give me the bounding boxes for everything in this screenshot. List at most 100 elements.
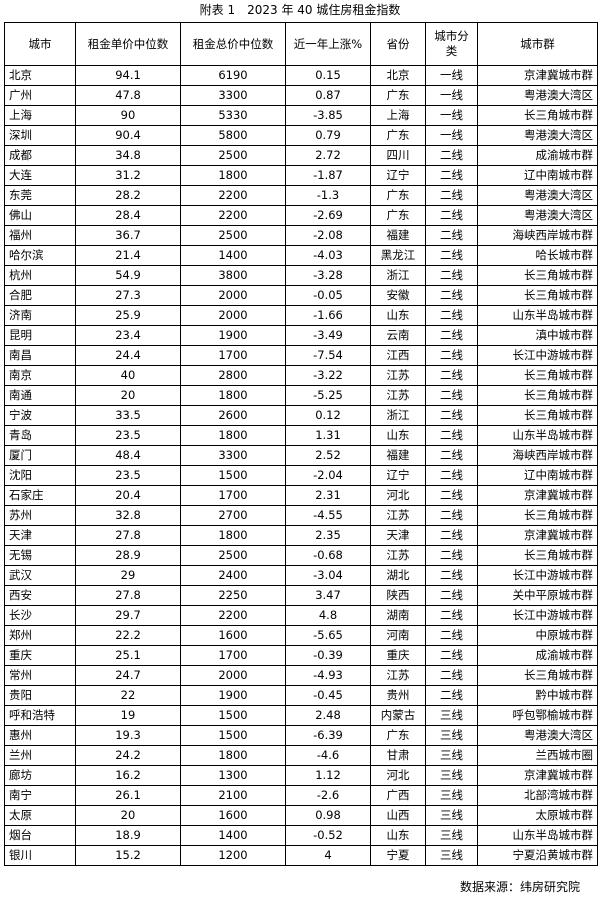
table-cell: -0.52 — [285, 825, 371, 846]
table-cell: 粤港澳大湾区 — [477, 85, 598, 106]
table-row: 广州 47.8 3300 0.87 广东 一线 粤港澳大湾区 — [4, 85, 598, 106]
table-cell: 2200 — [180, 605, 286, 626]
table-cell: 1.12 — [285, 765, 371, 786]
table-cell: 江苏 — [370, 505, 426, 526]
table-cell: 二线 — [425, 325, 478, 346]
table-cell: 2100 — [180, 785, 286, 806]
table-cell: 江苏 — [370, 545, 426, 566]
table-cell: 2200 — [180, 205, 286, 226]
table-cell: 湖南 — [370, 605, 426, 626]
table-cell: 苏州 — [4, 505, 76, 526]
table-cell: 2.72 — [285, 145, 371, 166]
table-row: 深圳 90.4 5800 0.79 广东 一线 粤港澳大湾区 — [4, 125, 598, 146]
table-cell: 40 — [75, 365, 181, 386]
table-cell: 辽宁 — [370, 465, 426, 486]
table-cell: 江苏 — [370, 365, 426, 386]
table-row: 南通 20 1800 -5.25 江苏 二线 长三角城市群 — [4, 385, 598, 406]
table-cell: 四川 — [370, 145, 426, 166]
table-cell: -3.28 — [285, 265, 371, 286]
table-cell: 长三角城市群 — [477, 105, 598, 126]
table-cell: 广东 — [370, 185, 426, 206]
table-cell: 大连 — [4, 165, 76, 186]
table-cell: 京津冀城市群 — [477, 525, 598, 546]
table-cell: -2.08 — [285, 225, 371, 246]
table-cell: 5800 — [180, 125, 286, 146]
table-cell: 3800 — [180, 265, 286, 286]
table-cell: 3300 — [180, 445, 286, 466]
table-cell: -2.04 — [285, 465, 371, 486]
table-cell: 33.5 — [75, 405, 181, 426]
table-cell: 广东 — [370, 85, 426, 106]
table-cell: 三线 — [425, 705, 478, 726]
table-cell: 23.5 — [75, 425, 181, 446]
table-cell: -3.22 — [285, 365, 371, 386]
table-cell: 二线 — [425, 205, 478, 226]
table-cell: 二线 — [425, 625, 478, 646]
table-cell: 1900 — [180, 685, 286, 706]
table-cell: 福建 — [370, 445, 426, 466]
table-cell: 22.2 — [75, 625, 181, 646]
table-row: 银川 15.2 1200 4 宁夏 三线 宁夏沿黄城市群 — [4, 845, 598, 866]
table-cell: 二线 — [425, 245, 478, 266]
table-cell: 2400 — [180, 565, 286, 586]
table-cell: 47.8 — [75, 85, 181, 106]
table-row: 宁波 33.5 2600 0.12 浙江 二线 长三角城市群 — [4, 405, 598, 426]
table-cell: 1800 — [180, 525, 286, 546]
table-cell: 二线 — [425, 685, 478, 706]
table-cell: 黔中城市群 — [477, 685, 598, 706]
table-cell: 浙江 — [370, 405, 426, 426]
header-cell: 城市分类 — [425, 22, 478, 66]
table-cell: 长三角城市群 — [477, 545, 598, 566]
table-cell: 天津 — [4, 525, 76, 546]
table-cell: 二线 — [425, 485, 478, 506]
table-cell: 1700 — [180, 645, 286, 666]
table-cell: 16.2 — [75, 765, 181, 786]
table-row: 厦门 48.4 3300 2.52 福建 二线 海峡西岸城市群 — [4, 445, 598, 466]
table-cell: 二线 — [425, 285, 478, 306]
table-cell: 长三角城市群 — [477, 365, 598, 386]
table-cell: 南宁 — [4, 785, 76, 806]
table-row: 南昌 24.4 1700 -7.54 江西 二线 长江中游城市群 — [4, 345, 598, 366]
table-cell: 江西 — [370, 345, 426, 366]
table-cell: 18.9 — [75, 825, 181, 846]
table-row: 上海 90 5330 -3.85 上海 一线 长三角城市群 — [4, 105, 598, 126]
table-cell: 2500 — [180, 545, 286, 566]
table-cell: 22 — [75, 685, 181, 706]
table-cell: 27.8 — [75, 525, 181, 546]
table-cell: 江苏 — [370, 385, 426, 406]
table-cell: 湖北 — [370, 565, 426, 586]
table-cell: 长江中游城市群 — [477, 565, 598, 586]
table-cell: 15.2 — [75, 845, 181, 866]
table-cell: 河北 — [370, 485, 426, 506]
table-cell: 贵阳 — [4, 685, 76, 706]
header-cell: 近一年上涨% — [285, 22, 371, 66]
table-cell: 长三角城市群 — [477, 505, 598, 526]
table-cell: 54.9 — [75, 265, 181, 286]
table-cell: 上海 — [4, 105, 76, 126]
table-cell: 34.8 — [75, 145, 181, 166]
table-cell: 河南 — [370, 625, 426, 646]
table-cell: 天津 — [370, 525, 426, 546]
table-cell: 南昌 — [4, 345, 76, 366]
table-cell: 二线 — [425, 605, 478, 626]
table-cell: 三线 — [425, 785, 478, 806]
table-cell: 云南 — [370, 325, 426, 346]
table-cell: -3.04 — [285, 565, 371, 586]
table-row: 哈尔滨 21.4 1400 -4.03 黑龙江 二线 哈长城市群 — [4, 245, 598, 266]
table-cell: 一线 — [425, 85, 478, 106]
table-cell: 山东半岛城市群 — [477, 305, 598, 326]
table-cell: 杭州 — [4, 265, 76, 286]
table-cell: 无锡 — [4, 545, 76, 566]
table-cell: 2000 — [180, 665, 286, 686]
table-row: 南宁 26.1 2100 -2.6 广西 三线 北部湾城市群 — [4, 785, 598, 806]
table-row: 呼和浩特 19 1500 2.48 内蒙古 三线 呼包鄂榆城市群 — [4, 705, 598, 726]
table-cell: 太原 — [4, 805, 76, 826]
table-cell: 28.4 — [75, 205, 181, 226]
table-cell: 一线 — [425, 125, 478, 146]
table-cell: 29.7 — [75, 605, 181, 626]
table-cell: 滇中城市群 — [477, 325, 598, 346]
table-row: 沈阳 23.5 1500 -2.04 辽宁 二线 辽中南城市群 — [4, 465, 598, 486]
table-cell: -4.93 — [285, 665, 371, 686]
table-cell: 三线 — [425, 765, 478, 786]
table-row: 昆明 23.4 1900 -3.49 云南 二线 滇中城市群 — [4, 325, 598, 346]
